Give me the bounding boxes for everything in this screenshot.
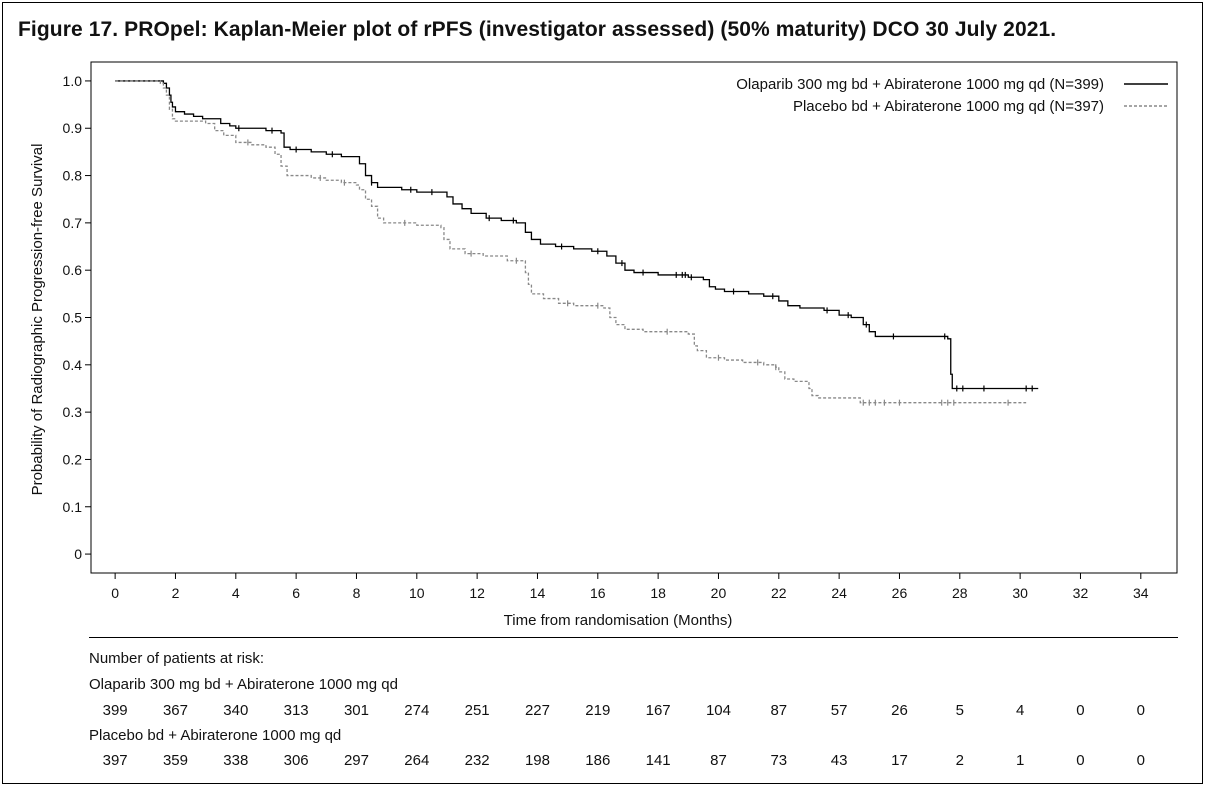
- x-tick-label: 22: [771, 585, 787, 601]
- x-tick-label: 30: [1012, 585, 1028, 601]
- y-tick-label: 0.5: [63, 310, 83, 326]
- y-axis-label: Probability of Radiographic Progression-…: [29, 144, 46, 496]
- x-tick-label: 12: [469, 585, 485, 601]
- x-tick-label: 24: [831, 585, 847, 601]
- y-tick-label: 0: [74, 546, 82, 562]
- x-tick-label: 0: [111, 585, 119, 601]
- y-tick-label: 1.0: [63, 73, 83, 89]
- y-tick-label: 0.1: [63, 499, 83, 515]
- x-tick-label: 32: [1073, 585, 1089, 601]
- x-tick-label: 8: [353, 585, 361, 601]
- x-tick-label: 4: [232, 585, 240, 601]
- x-axis-label: Time from randomisation (Months): [504, 612, 733, 629]
- x-axis: 0 2 4 6 8 10 12 14 16 18 20 22 24 26 28 30 32 34: [111, 573, 1149, 601]
- survival-curves: [115, 80, 1039, 406]
- x-tick-label: 18: [650, 585, 666, 601]
- placebo-curve: [115, 80, 1027, 404]
- x-tick-label: 20: [711, 585, 727, 601]
- x-tick-label: 2: [172, 585, 180, 601]
- y-tick-label: 0.3: [63, 404, 83, 420]
- legend-entry-label: Placebo bd + Abiraterone 1000 mg qd (N=3…: [793, 98, 1104, 115]
- y-tick-label: 0.9: [63, 120, 83, 136]
- x-tick-label: 16: [590, 585, 606, 601]
- x-tick-label: 34: [1133, 585, 1149, 601]
- x-tick-label: 6: [292, 585, 300, 601]
- x-tick-label: 10: [409, 585, 425, 601]
- legend-entry-label: Olaparib 300 mg bd + Abiraterone 1000 mg…: [736, 76, 1104, 93]
- y-tick-label: 0.6: [63, 262, 83, 278]
- y-axis: 0 0.1 0.2 0.3 0.4 0.5 0.6 0.7 0.8 0.9 1.0: [63, 73, 91, 562]
- y-tick-label: 0.8: [63, 168, 83, 184]
- figure-title: Figure 17. PROpel: Kaplan-Meier plot of …: [18, 18, 1057, 41]
- y-tick-label: 0.7: [63, 215, 83, 231]
- y-tick-label: 0.4: [63, 357, 83, 373]
- x-tick-label: 14: [530, 585, 546, 601]
- x-tick-label: 26: [892, 585, 908, 601]
- y-tick-label: 0.2: [63, 451, 83, 467]
- legend: Olaparib 300 mg bd + Abiraterone 1000 mg…: [736, 76, 1168, 115]
- x-tick-label: 28: [952, 585, 968, 601]
- plot-area: [90, 61, 1178, 574]
- olaparib-curve: [115, 80, 1039, 390]
